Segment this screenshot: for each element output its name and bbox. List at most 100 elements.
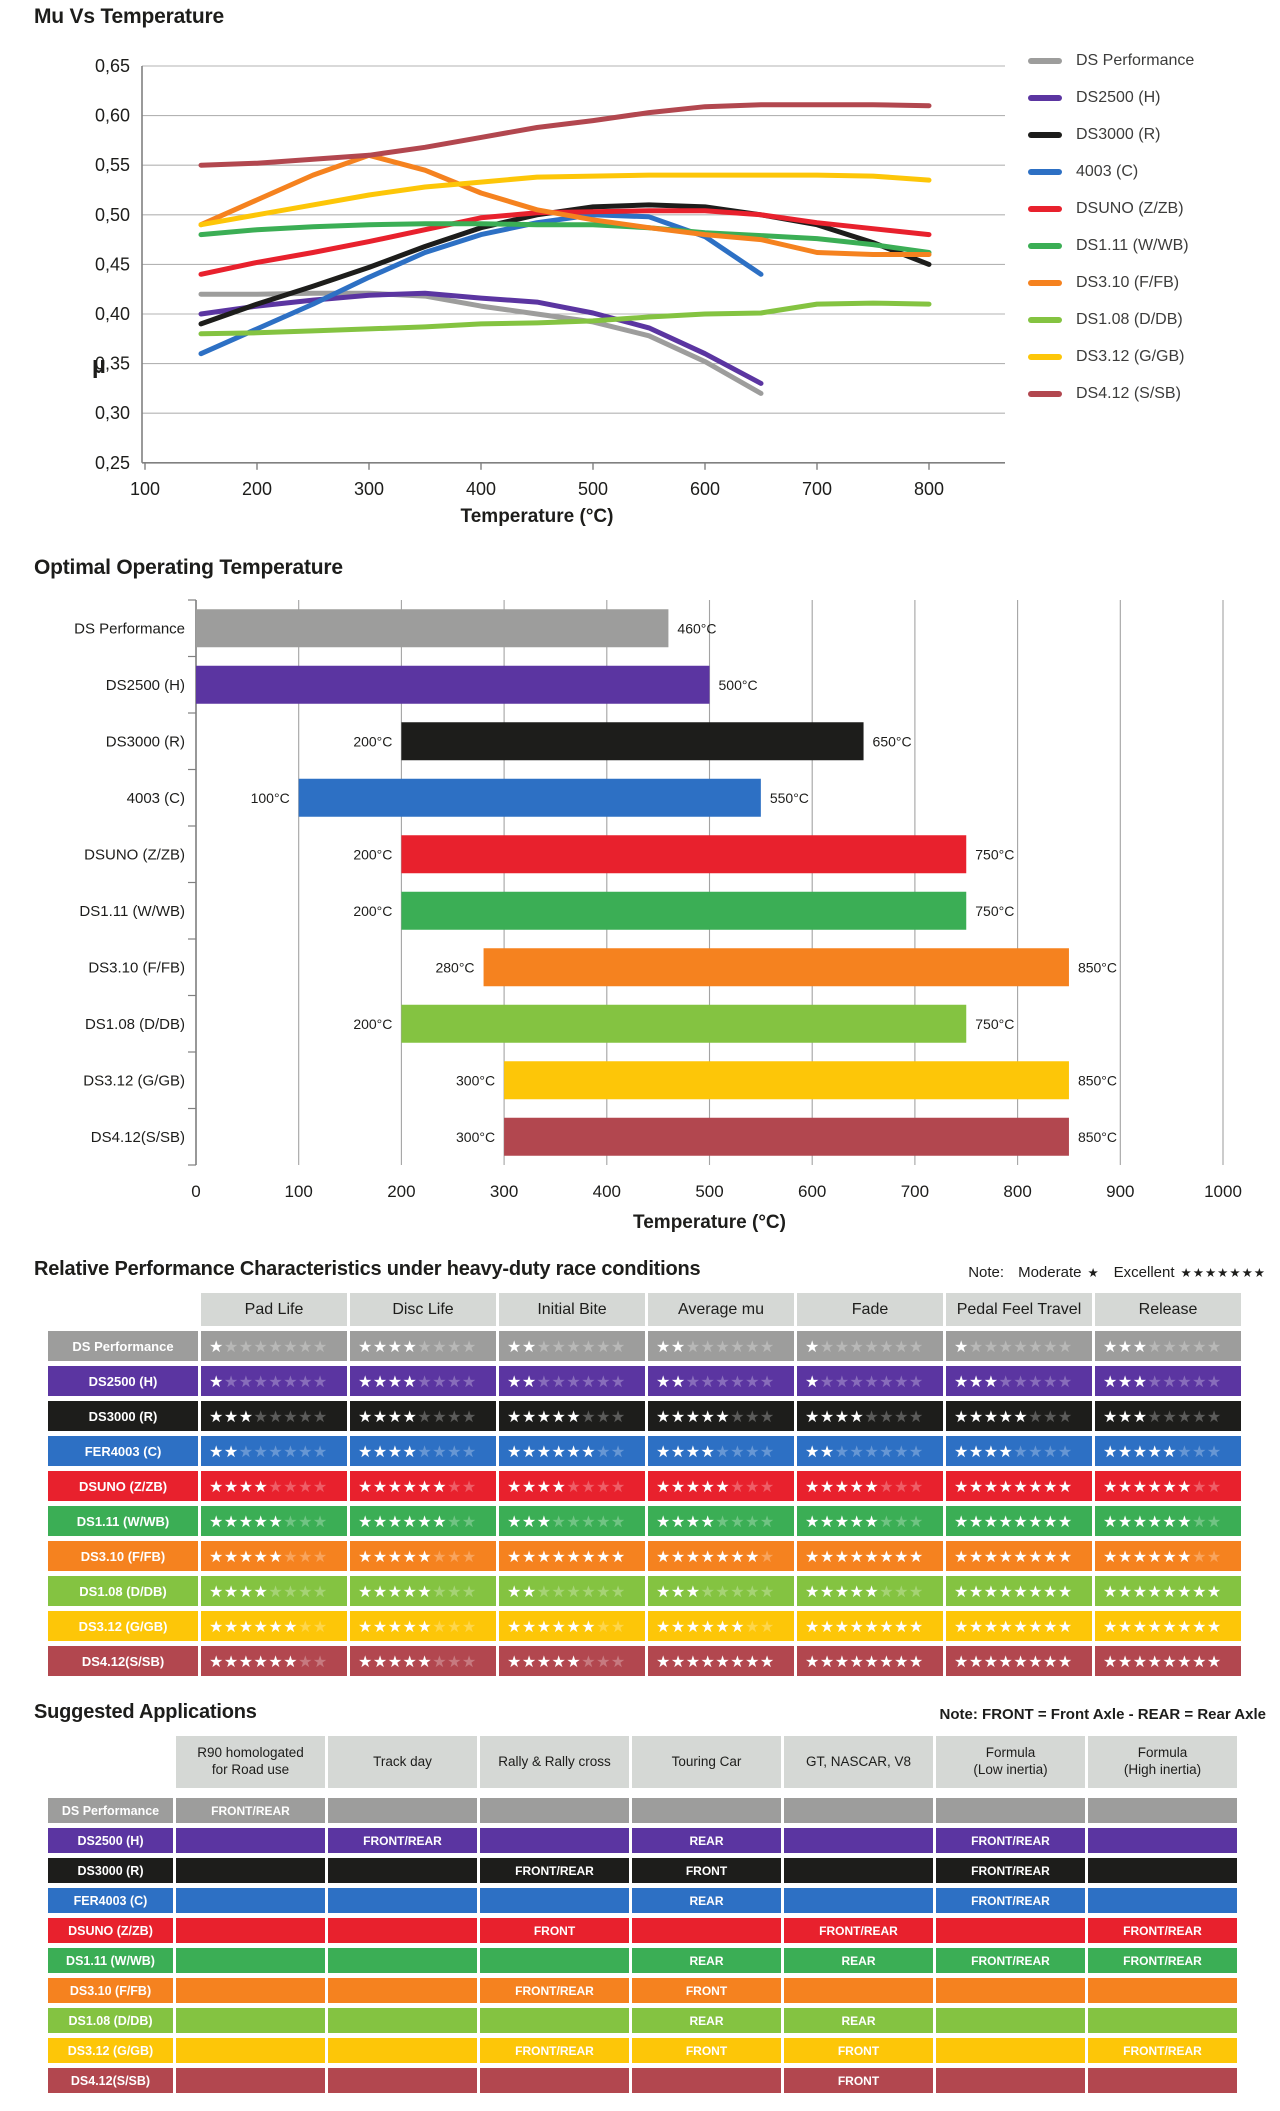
filled-stars-icon: ★★★★★: [358, 1616, 433, 1636]
filled-stars-icon: ★★★★★★: [507, 1441, 597, 1461]
application-cell: [936, 2008, 1085, 2033]
bar-row-label: DS4.12(S/SB): [91, 1129, 185, 1146]
application-cell: FRONT/REAR: [328, 1828, 477, 1853]
application-cell: [176, 1888, 325, 1913]
y-tick-label: 0,50: [95, 205, 130, 225]
application-cell: [784, 1888, 933, 1913]
application-cell: [632, 1918, 781, 1943]
y-tick-label: 0,30: [95, 403, 130, 423]
applications-corner-spacer: [48, 1736, 173, 1788]
bar-end-value: 650°C: [873, 733, 912, 749]
filled-stars-icon: ★★★★★★★★: [954, 1476, 1073, 1496]
star-rating-cell: ★★★★★★★★: [350, 1506, 496, 1536]
empty-stars-icon: ★★★★: [715, 1511, 775, 1531]
y-tick-label: 0,65: [95, 56, 130, 76]
application-cell: [176, 2038, 325, 2063]
empty-stars-icon: ★★★★: [566, 1476, 626, 1496]
x-tick-label: 100: [130, 479, 160, 499]
application-cell: [936, 2038, 1085, 2063]
legend-label: 4003 (C): [1076, 163, 1139, 180]
empty-stars-icon: ★★★★★★★: [819, 1336, 924, 1356]
filled-stars-icon: ★★★★★: [805, 1511, 880, 1531]
range-bar: [504, 1117, 1069, 1156]
range-bar: [298, 778, 761, 817]
empty-stars-icon: ★★★★★: [551, 1511, 626, 1531]
bar-end-value: 850°C: [1078, 1129, 1117, 1145]
empty-stars-icon: ★★: [596, 1616, 626, 1636]
applications-row-label: DS4.12(S/SB): [48, 2068, 173, 2093]
star-rating-cell: ★★★★★★★★: [201, 1611, 347, 1641]
filled-stars-icon: ★★★: [1103, 1371, 1148, 1391]
filled-stars-icon: ★★★★★: [805, 1581, 880, 1601]
applications-row: DS1.08 (D/DB) REAR REAR: [48, 2008, 1237, 2033]
legend-swatch-icon: [1028, 354, 1062, 360]
star-rating-cell: ★★★★★★★★: [648, 1611, 794, 1641]
application-cell: [328, 1948, 477, 1973]
application-cell: [480, 1798, 629, 1823]
application-cell: [936, 1798, 1085, 1823]
legend-swatch-icon: [1028, 280, 1062, 286]
filled-stars-icon: ★★★★★: [954, 1406, 1029, 1426]
star-rating-cell: ★★★★★★★★: [499, 1331, 645, 1361]
ratings-column-header: Pad Life: [201, 1293, 347, 1326]
empty-stars-icon: ★★★★★: [253, 1406, 328, 1426]
application-cell: [176, 2068, 325, 2093]
application-cell: FRONT/REAR: [936, 1858, 1085, 1883]
applications-column-header: Rally & Rally cross: [480, 1736, 629, 1788]
empty-stars-icon: ★★★★: [417, 1406, 477, 1426]
empty-stars-icon: ★★★: [432, 1581, 477, 1601]
ratings-row-label: DS3000 (R): [48, 1401, 198, 1431]
filled-stars-icon: ★★: [507, 1371, 537, 1391]
empty-stars-icon: ★★★: [879, 1511, 924, 1531]
star-rating-cell: ★★★★★★★★: [797, 1646, 943, 1676]
filled-stars-icon: ★★★★★★★★: [1103, 1616, 1222, 1636]
applications-column-header: GT, NASCAR, V8: [784, 1736, 933, 1788]
empty-stars-icon: ★★★★: [417, 1441, 477, 1461]
mu-chart-title: Mu Vs Temperature: [34, 5, 224, 28]
series-line-ds1-11-w-wb-: [198, 221, 932, 255]
empty-stars-icon: ★★★: [283, 1511, 328, 1531]
star-rating-cell: ★★★★★★★★: [648, 1506, 794, 1536]
empty-stars-icon: ★★★★★: [1147, 1371, 1222, 1391]
empty-stars-icon: ★★★★: [417, 1371, 477, 1391]
application-cell: FRONT/REAR: [1088, 2038, 1237, 2063]
filled-stars-icon: ★★★★★★: [656, 1616, 746, 1636]
applications-row-label: DS Performance: [48, 1798, 173, 1823]
empty-stars-icon: ★★★★: [417, 1336, 477, 1356]
legend-label: DSUNO (Z/ZB): [1076, 200, 1184, 217]
filled-stars-icon: ★: [209, 1336, 224, 1356]
star-rating-cell: ★★★★★★★★: [648, 1576, 794, 1606]
ratings-corner-spacer: [48, 1293, 198, 1326]
range-bar: [401, 835, 967, 874]
x-tick-label: 700: [802, 479, 832, 499]
x-tick-label: 700: [901, 1182, 929, 1201]
application-cell: [1088, 1798, 1237, 1823]
star-rating-cell: ★★★★★★★★: [201, 1401, 347, 1431]
ratings-row-label: DS Performance: [48, 1331, 198, 1361]
application-cell: [936, 1978, 1085, 2003]
ratings-row: DS3000 (R) ★★★ ★★★★★ ★★★★ ★★★★ ★★★★★ ★★★ ★★★★★ ★…: [48, 1401, 1241, 1431]
bar-row-label: DS2500 (H): [106, 677, 185, 694]
range-bar: [504, 1061, 1069, 1100]
filled-stars-icon: ★★★★★★: [209, 1616, 299, 1636]
star-rating-cell: ★★★★★★★★: [797, 1436, 943, 1466]
empty-stars-icon: ★★★★★★★: [223, 1371, 328, 1391]
legend-item: DS3.10 (F/FB): [1028, 272, 1194, 294]
legend-label: DS3000 (R): [1076, 126, 1161, 143]
bar-row-label: DS1.08 (D/DB): [85, 1016, 185, 1033]
range-bar: [401, 1004, 967, 1043]
ratings-row-label: DS3.12 (G/GB): [48, 1611, 198, 1641]
filled-stars-icon: ★★: [656, 1371, 686, 1391]
star-rating-cell: ★★★★★★★★: [499, 1506, 645, 1536]
x-tick-label: 600: [798, 1182, 826, 1201]
star-rating-cell: ★★★★★★★★: [648, 1366, 794, 1396]
star-rating-cell: ★★★★★★★★: [946, 1366, 1092, 1396]
filled-stars-icon: ★★★★: [656, 1441, 716, 1461]
applications-note: Note: FRONT = Front Axle - REAR = Rear A…: [939, 1706, 1266, 1723]
star-rating-cell: ★★★★★★★★: [797, 1366, 943, 1396]
filled-stars-icon: ★★★★★: [209, 1546, 284, 1566]
bar-end-value: 850°C: [1078, 959, 1117, 975]
range-bar: [196, 609, 669, 648]
star-rating-cell: ★★★★★★★★: [946, 1471, 1092, 1501]
